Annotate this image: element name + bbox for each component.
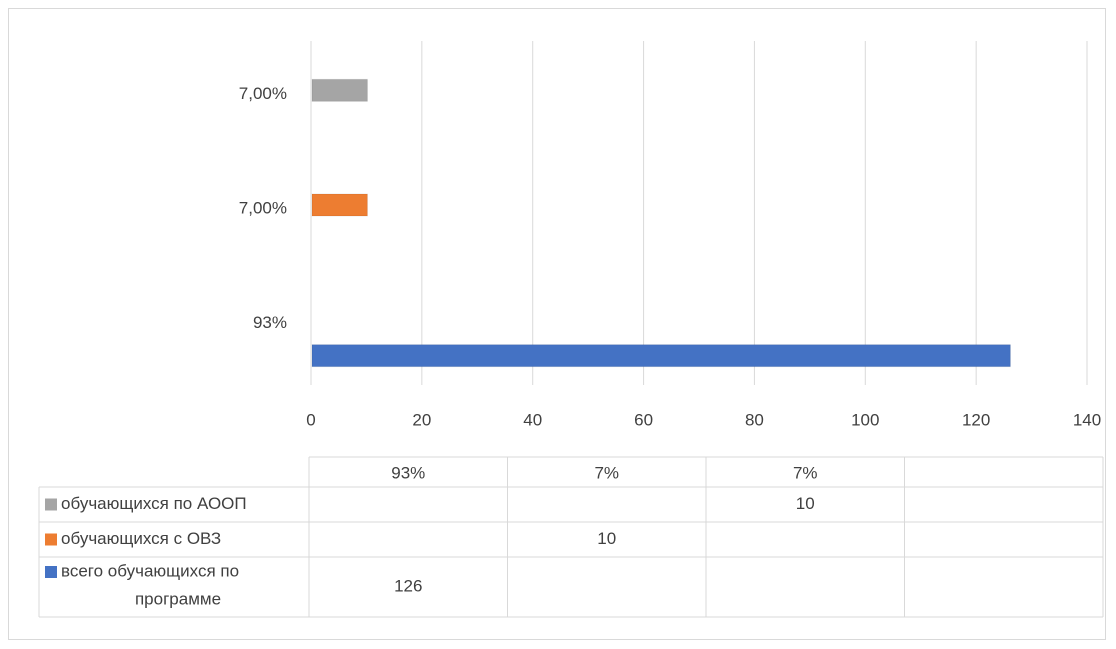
table-cell-value: 10 — [597, 529, 616, 548]
y-category-label: 7,00% — [239, 198, 287, 217]
y-category-label: 7,00% — [239, 84, 287, 103]
legend-entry: всего обучающихся по — [61, 561, 239, 580]
legend-entry: обучающихся с ОВЗ — [61, 529, 221, 548]
legend-swatch — [45, 566, 57, 578]
legend-entry: обучающихся по АООП — [61, 494, 247, 513]
table-column-header: 7% — [594, 463, 619, 482]
x-tick-label: 80 — [745, 410, 764, 429]
x-tick-label: 40 — [523, 410, 542, 429]
x-tick-label: 140 — [1073, 410, 1101, 429]
x-tick-label: 60 — [634, 410, 653, 429]
y-category-label: 93% — [253, 313, 287, 332]
bar — [311, 193, 368, 217]
x-tick-label: 100 — [851, 410, 879, 429]
table-column-header: 7% — [793, 463, 818, 482]
bar-chart: 0 20 40 60 80 100 120 140 93% 7,00% 7,00% 93% 7% 7% об… — [38, 41, 1104, 618]
legend-swatch — [45, 498, 57, 511]
legend-swatch — [45, 533, 57, 546]
bar — [311, 344, 1011, 368]
x-tick-label: 20 — [412, 410, 431, 429]
bar — [311, 78, 368, 102]
legend-entry: программе — [135, 589, 221, 608]
chart-frame: 0 20 40 60 80 100 120 140 93% 7,00% 7,00% 93% 7% 7% об… — [8, 8, 1106, 640]
x-tick-label: 0 — [306, 410, 315, 429]
table-cell-value: 10 — [796, 494, 815, 513]
x-tick-label: 120 — [962, 410, 990, 429]
table-cell-value: 126 — [394, 576, 422, 595]
table-column-header: 93% — [391, 463, 425, 482]
